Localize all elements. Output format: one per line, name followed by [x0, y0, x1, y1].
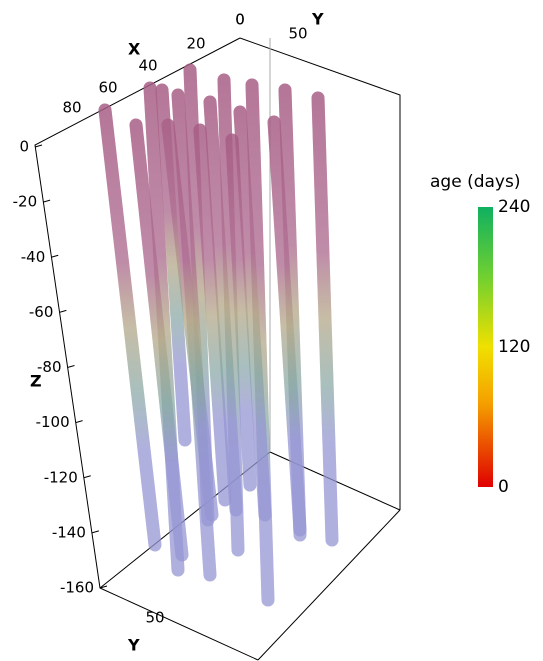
root-column: [233, 105, 272, 522]
root-column: [267, 115, 307, 537]
y-axis-label: Y: [127, 636, 140, 655]
x-tick-label: 60: [98, 79, 117, 97]
x-tick-label: 0: [235, 11, 245, 29]
y-tick-label: 0: [235, 11, 245, 29]
roots: [98, 63, 339, 607]
colorbar-tick-label: 0: [498, 477, 509, 497]
root-column: [161, 118, 219, 522]
z-tick-label: -60: [29, 303, 54, 321]
z-tick: [42, 199, 51, 203]
root-column: [98, 103, 162, 552]
colorbar-tick-label: 120: [498, 337, 530, 357]
x-tick-label: 20: [186, 35, 205, 53]
z-tick-label: -100: [36, 413, 70, 431]
box-edge: [34, 37, 259, 661]
x-axis-label: X: [128, 40, 141, 59]
root-column: [193, 123, 232, 507]
root-column: [311, 91, 339, 547]
root-column: [233, 105, 272, 522]
z-tick: [59, 309, 67, 313]
root-column: [267, 115, 307, 537]
z-tick: [99, 585, 108, 589]
z-tick-label: -40: [21, 248, 46, 266]
y-tick-label: 50: [288, 25, 307, 43]
z-tick: [75, 420, 83, 424]
y-tick-label: 50: [145, 609, 164, 627]
root-column: [311, 91, 339, 547]
root-column: [161, 118, 219, 522]
z-tick: [67, 365, 75, 368]
z-tick: [83, 475, 91, 479]
root-column: [155, 83, 192, 447]
colorbar-tick-label: 240: [498, 197, 530, 217]
z-tick: [91, 530, 100, 534]
colorbar: [478, 207, 493, 487]
z-tick-label: -160: [60, 579, 94, 597]
root-column: [225, 133, 257, 492]
z-tick-label: -120: [44, 468, 78, 486]
box-edge: [239, 37, 401, 510]
box-edge: [257, 509, 401, 661]
z-tick: [51, 254, 59, 258]
x-tick-label: 80: [62, 99, 81, 117]
root-column: [129, 118, 189, 562]
root-column: [193, 123, 232, 507]
y-axis-label: Y: [311, 10, 324, 29]
root-column: [98, 103, 162, 552]
root-column: [225, 133, 257, 492]
z-tick-label: -140: [52, 523, 86, 541]
root-column: [155, 83, 192, 447]
root-column: [203, 95, 243, 517]
z-tick-label: -80: [37, 358, 62, 376]
z-axis-label: Z: [30, 372, 42, 391]
z-tick: [34, 144, 43, 148]
root-column: [129, 118, 189, 562]
root-column: [203, 95, 243, 517]
x-tick-label: 40: [138, 57, 157, 75]
z-tick-label: 0: [19, 138, 29, 156]
z-tick-label: -20: [13, 193, 38, 211]
colorbar-title: age (days): [430, 172, 520, 192]
